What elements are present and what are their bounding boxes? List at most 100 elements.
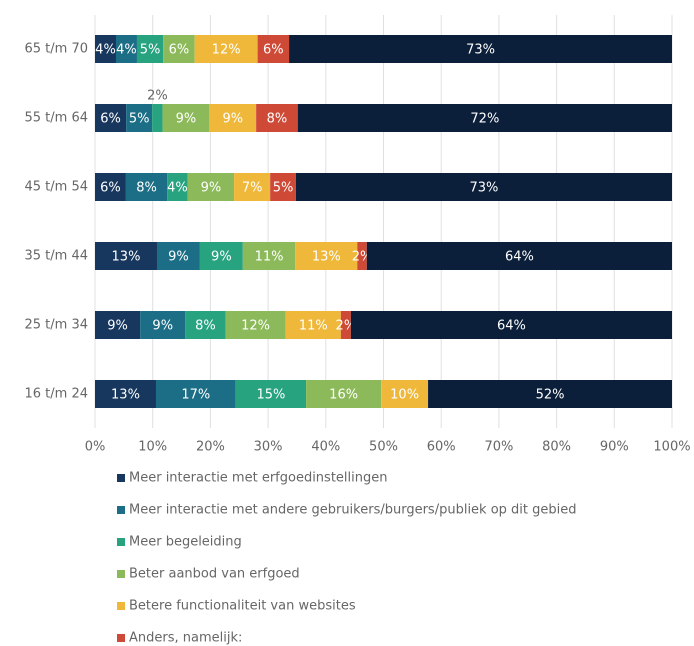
legend-label: Betere functionaliteit van websites	[129, 599, 356, 614]
legend-label: Meer begeleiding	[129, 535, 242, 550]
data-label: 10%	[390, 388, 419, 403]
bar-segment	[136, 35, 164, 63]
x-tick-label: 60%	[427, 440, 456, 455]
data-label: 4%	[95, 43, 116, 58]
x-tick-label: 40%	[311, 440, 340, 455]
data-label: 9%	[107, 319, 128, 334]
bar-segment	[185, 311, 226, 339]
bar-segment	[235, 380, 307, 408]
data-label: 4%	[167, 181, 188, 196]
bar-segment	[162, 104, 210, 132]
bar-segment	[125, 173, 168, 201]
data-label: 17%	[181, 388, 210, 403]
y-tick-label: 35 t/m 44	[25, 249, 89, 264]
x-tick-label: 70%	[484, 440, 513, 455]
y-tick-label: 16 t/m 24	[25, 387, 89, 402]
legend-swatch	[117, 570, 125, 578]
data-label: 8%	[267, 112, 288, 127]
bar-segment	[350, 311, 672, 339]
bar-segment	[199, 242, 243, 270]
x-tick-label: 30%	[254, 440, 283, 455]
bar-segment	[295, 173, 672, 201]
y-tick-label: 65 t/m 70	[25, 42, 89, 57]
bar-segment	[126, 104, 153, 132]
bar-segment	[257, 35, 290, 63]
bar-segment	[242, 242, 296, 270]
bar-segment	[95, 242, 157, 270]
y-tick-label: 45 t/m 54	[25, 180, 89, 195]
data-label: 9%	[176, 112, 197, 127]
data-label: 15%	[256, 388, 285, 403]
data-label: 6%	[100, 112, 121, 127]
data-label: 9%	[152, 319, 173, 334]
bar-segment	[381, 380, 429, 408]
legend-label: Meer interactie met erfgoedinstellingen	[129, 471, 387, 486]
y-tick-label: 25 t/m 34	[25, 318, 89, 333]
data-label: 13%	[112, 250, 141, 265]
data-label: 16%	[329, 388, 358, 403]
bar-segment	[95, 104, 127, 132]
bar-segment	[156, 242, 200, 270]
legend-label: Meer interactie met andere gebruikers/bu…	[129, 503, 577, 518]
bar-segment	[357, 242, 367, 270]
legend-swatch	[117, 602, 125, 610]
data-label: 8%	[136, 181, 157, 196]
bar-segment	[366, 242, 672, 270]
bar-segment	[140, 311, 186, 339]
legend-swatch	[117, 506, 125, 514]
data-label: 7%	[242, 181, 263, 196]
data-label: 8%	[195, 319, 216, 334]
bar-segment	[194, 35, 258, 63]
data-label: 4%	[116, 43, 137, 58]
data-label: 11%	[299, 319, 328, 334]
data-label: 73%	[466, 43, 495, 58]
bar-segment	[295, 242, 358, 270]
x-tick-label: 50%	[369, 440, 398, 455]
bar-segment	[428, 380, 672, 408]
data-label: 73%	[470, 181, 499, 196]
data-label: 12%	[212, 43, 241, 58]
bar-segment	[163, 35, 195, 63]
x-tick-label: 20%	[196, 440, 225, 455]
data-label: 12%	[241, 319, 270, 334]
data-label: 9%	[211, 250, 232, 265]
data-label: 6%	[263, 43, 284, 58]
x-tick-label: 100%	[653, 440, 690, 455]
data-label: 6%	[169, 43, 190, 58]
data-label: 13%	[312, 250, 341, 265]
bar-segment	[95, 35, 116, 63]
legend-swatch	[117, 474, 125, 482]
bar-segment	[115, 35, 137, 63]
bar-segment	[95, 173, 126, 201]
x-tick-label: 10%	[138, 440, 167, 455]
bar-segment	[285, 311, 341, 339]
bar-segment	[225, 311, 286, 339]
data-label: 5%	[129, 112, 150, 127]
bar-segment	[152, 104, 163, 132]
data-label: 13%	[111, 388, 140, 403]
bar-segment	[95, 380, 156, 408]
data-label: 64%	[497, 319, 526, 334]
legend-swatch	[117, 538, 125, 546]
data-label: 11%	[255, 250, 284, 265]
legend-label: Anders, namelijk:	[129, 631, 242, 646]
data-label: 9%	[201, 181, 222, 196]
data-label: 9%	[222, 112, 243, 127]
x-tick-label: 80%	[542, 440, 571, 455]
bar-segment	[209, 104, 257, 132]
data-label: 9%	[168, 250, 189, 265]
legend-swatch	[117, 634, 125, 642]
data-label: 6%	[100, 181, 121, 196]
data-label: 2%	[147, 89, 168, 104]
data-label: 72%	[470, 112, 499, 127]
bar-segment	[306, 380, 382, 408]
y-tick-label: 55 t/m 64	[25, 111, 89, 126]
bar-segment	[340, 311, 351, 339]
data-label: 52%	[536, 388, 565, 403]
bar-segment	[297, 104, 672, 132]
bar-segment	[256, 104, 298, 132]
bar-segment	[95, 311, 141, 339]
data-label: 5%	[273, 181, 294, 196]
bar-segment	[270, 173, 296, 201]
